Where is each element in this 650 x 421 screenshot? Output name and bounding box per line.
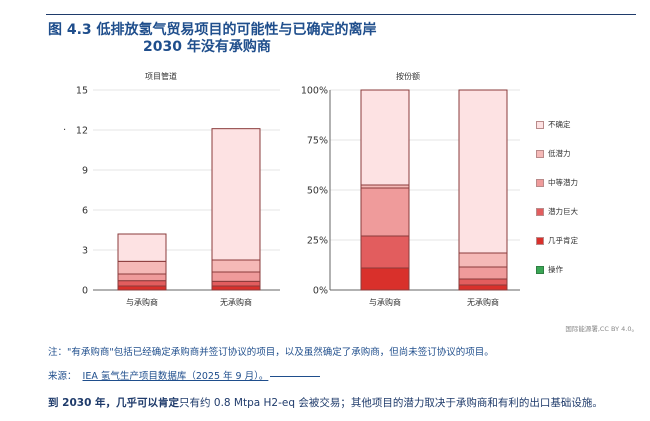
bar-segment [458, 278, 508, 286]
figure-title-line1: 图 4.3 低排放氢气贸易项目的可能性与已确定的离岸 [48, 22, 377, 38]
chart-by-share: 按份额 0% 25% 50% 75% 100% 与承购商 无承购商 [301, 71, 520, 307]
figure-title: 图 4.3 低排放氢气贸易项目的可能性与已确定的离岸 2030 年没有承购商 [48, 22, 468, 56]
bar-segment [211, 280, 261, 287]
y-tick-label: 15 [76, 86, 88, 97]
bar-segment [117, 260, 167, 275]
chart-title: 项目管道 [145, 71, 177, 81]
conclusion-text: 到 2030 年，几乎可以肯定只有约 0.8 Mtpa H2-eq 会被交易；其… [48, 395, 603, 410]
source-line: 来源： IEA 氢气生产项目数据库（2025 年 9 月）。 [48, 368, 321, 382]
bar-segment [458, 284, 508, 291]
x-category-label: 与承购商 [126, 297, 158, 307]
legend-swatch [536, 120, 544, 129]
bar-segment [211, 271, 261, 282]
y-tick-label: 100% [301, 86, 328, 97]
bar-segment [360, 89, 410, 186]
bar-segment [360, 187, 410, 237]
source-link[interactable]: IEA 氢气生产项目数据库（2025 年 9 月）。 [82, 371, 269, 382]
bar-segment [211, 259, 261, 273]
chart-legend: 不确定低潜力中等潜力潜力巨大几乎肯定操作 [536, 110, 646, 284]
stray-dot: · [63, 125, 67, 136]
bar-segment [360, 235, 410, 269]
figure-title-line2: 2030 年没有承购商 [143, 39, 271, 55]
legend-swatch [536, 178, 544, 187]
credit-text: 国际能源署,CC BY 4.0。 [565, 325, 638, 333]
y-tick-label: 0% [313, 286, 328, 297]
y-tick-label: 9 [82, 166, 88, 177]
legend-item: 潜力巨大 [536, 197, 646, 226]
legend-label: 潜力巨大 [548, 207, 578, 216]
y-tick-label: 12 [76, 126, 88, 137]
bar-segment [117, 280, 167, 287]
bar-segment [117, 233, 167, 262]
legend-label: 低潜力 [548, 149, 571, 158]
note-text: 注："有承购商"包括已经确定承购商并签订协议的项目，以及虽然确定了承购商，但尚未… [48, 347, 494, 358]
x-category-label: 无承购商 [220, 297, 252, 307]
source-label: 来源： [48, 371, 77, 382]
bar-segment [117, 273, 167, 282]
chart-project-pipeline: 项目管道 0 3 6 9 12 15 与承购商 无承购商 [76, 71, 280, 307]
x-category-label: 与承购商 [369, 297, 401, 307]
legend-label: 不确定 [548, 120, 571, 129]
bar-segment [458, 252, 508, 268]
bar-segment [211, 128, 261, 261]
conclusion-rest: 只有约 0.8 Mtpa H2-eq 会被交易；其他项目的潜力取决于承购商和有利… [179, 397, 603, 409]
legend-item: 几乎肯定 [536, 226, 646, 255]
legend-label: 几乎肯定 [548, 236, 578, 245]
bar-segment [360, 267, 410, 291]
bar-segment [211, 285, 261, 291]
y-tick-label: 0 [82, 286, 88, 297]
y-tick-label: 50% [307, 186, 328, 197]
legend-item: 不确定 [536, 110, 646, 139]
legend-label: 中等潜力 [548, 178, 578, 187]
legend-swatch [536, 265, 544, 274]
chart-title: 按份额 [396, 71, 420, 81]
bar-segment [458, 266, 508, 280]
top-rule [46, 14, 636, 15]
legend-item: 操作 [536, 255, 646, 284]
y-tick-label: 3 [82, 246, 88, 257]
conclusion-strong: 到 2030 年，几乎可以肯定 [48, 397, 180, 409]
y-tick-label: 75% [307, 136, 328, 147]
x-category-label: 无承购商 [467, 297, 499, 307]
legend-label: 操作 [548, 265, 563, 274]
y-tick-label: 25% [307, 236, 328, 247]
source-underline [270, 376, 321, 377]
y-tick-label: 6 [82, 206, 88, 217]
legend-item: 中等潜力 [536, 168, 646, 197]
bar-segment [458, 89, 508, 254]
legend-swatch [536, 236, 544, 245]
bar-segment [117, 285, 167, 291]
legend-swatch [536, 207, 544, 216]
legend-swatch [536, 149, 544, 158]
legend-item: 低潜力 [536, 139, 646, 168]
